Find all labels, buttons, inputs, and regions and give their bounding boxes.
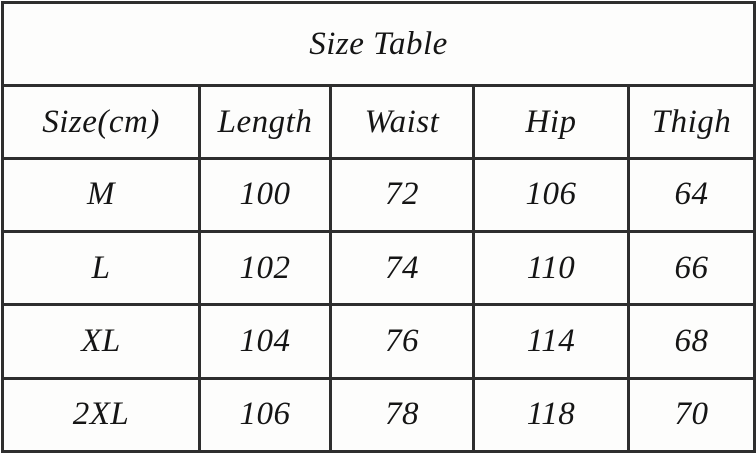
cell-xl-hip: 114	[472, 303, 630, 380]
table-title-row: Size Table	[0, 0, 756, 88]
table-header-row: Size(cm) Length Waist Hip Thigh	[1, 84, 756, 160]
cell-m-waist: 72	[329, 156, 475, 234]
cell-l-thigh: 66	[626, 230, 756, 307]
header-cell-waist: Waist	[329, 84, 475, 160]
cell-xl-thigh: 68	[626, 303, 756, 380]
cell-m-length: 100	[198, 156, 332, 234]
cell-m-thigh: 64	[626, 156, 756, 234]
cell-xl-waist: 76	[329, 303, 475, 380]
cell-l-length: 102	[198, 230, 332, 307]
cell-2xl-waist: 78	[329, 376, 475, 454]
header-cell-hip: Hip	[472, 84, 630, 160]
table-row-l: L 102 74 110 66	[1, 230, 756, 307]
cell-m-size: M	[1, 156, 201, 234]
cell-l-waist: 74	[329, 230, 475, 307]
table-row-2xl: 2XL 106 78 118 70	[1, 376, 756, 454]
table-row-xl: XL 104 76 114 68	[1, 303, 756, 380]
cell-l-size: L	[1, 230, 201, 307]
cell-2xl-hip: 118	[472, 376, 630, 454]
table-title: Size Table	[0, 0, 756, 88]
cell-l-hip: 110	[472, 230, 630, 307]
cell-2xl-size: 2XL	[1, 376, 201, 454]
cell-xl-size: XL	[1, 303, 201, 380]
cell-2xl-thigh: 70	[626, 376, 756, 454]
table-row-m: M 100 72 106 64	[1, 156, 756, 234]
cell-xl-length: 104	[198, 303, 332, 380]
header-cell-thigh: Thigh	[626, 84, 756, 160]
header-cell-length: Length	[198, 84, 332, 160]
header-cell-size: Size(cm)	[1, 84, 201, 160]
cell-m-hip: 106	[472, 156, 630, 234]
cell-2xl-length: 106	[198, 376, 332, 454]
